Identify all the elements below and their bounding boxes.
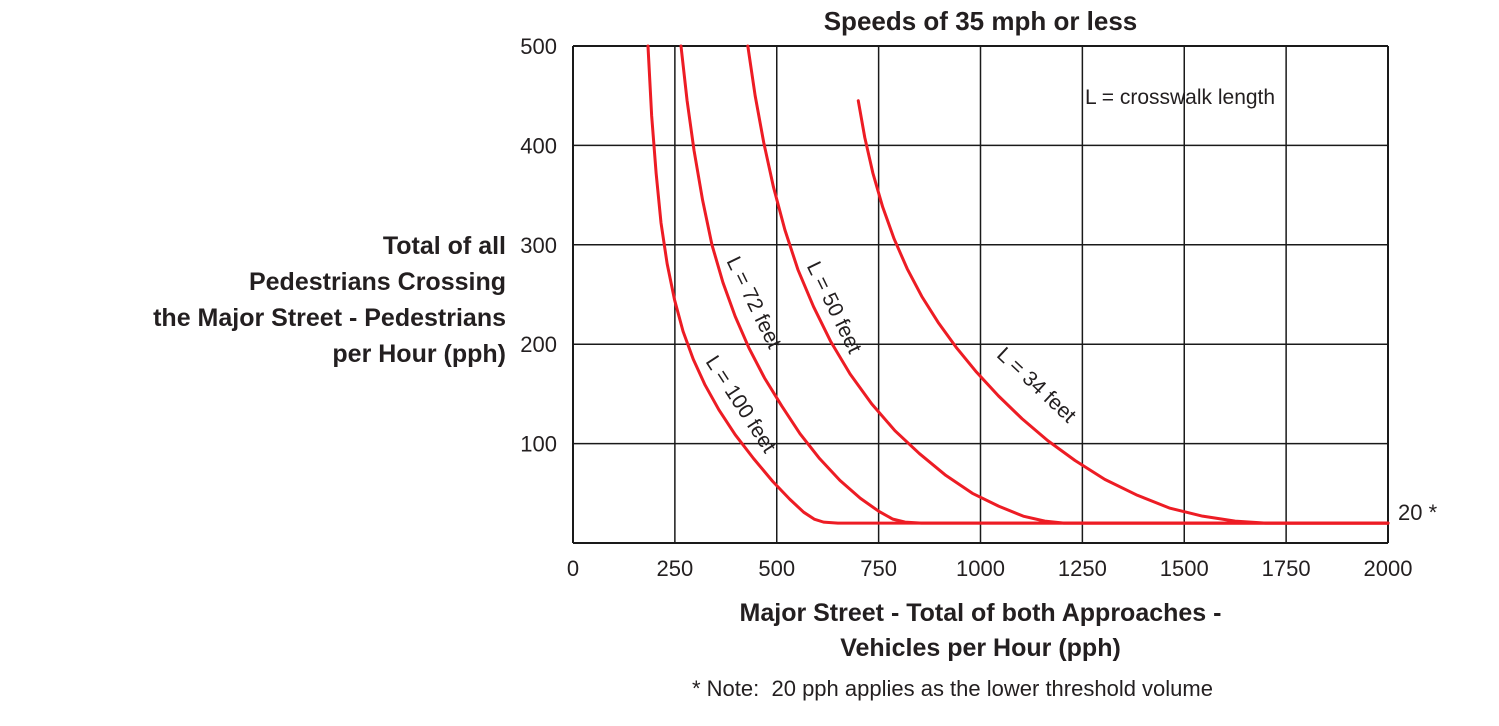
y-tick-label: 300 — [520, 233, 557, 258]
x-tick-label: 0 — [567, 556, 579, 581]
x-tick-label: 1000 — [956, 556, 1005, 581]
x-tick-label: 500 — [758, 556, 795, 581]
y-axis-label: Total of all Pedestrians Crossing the Ma… — [0, 228, 506, 372]
y-axis-label-line: Total of all — [382, 232, 506, 260]
y-tick-label: 500 — [520, 34, 557, 59]
x-tick-label: 1750 — [1262, 556, 1311, 581]
chart-title: Speeds of 35 mph or less — [823, 6, 1138, 36]
x-tick-label: 2000 — [1364, 556, 1413, 581]
x-axis-label-line: Major Street - Total of both Approaches … — [739, 599, 1222, 627]
series-line-l-34-feet — [856, 99, 1390, 525]
y-axis-label-line: the Major Street - Pedestrians — [153, 304, 506, 332]
x-tick-label: 1250 — [1058, 556, 1107, 581]
lower-threshold-label: 20 * — [1398, 500, 1438, 525]
x-tick-label: 750 — [860, 556, 897, 581]
series-label: L = 50 feet — [802, 258, 866, 357]
series-line-l-72-feet — [679, 44, 1390, 525]
x-tick-label: 1500 — [1160, 556, 1209, 581]
x-axis-label-line: Vehicles per Hour (pph) — [840, 634, 1121, 662]
y-tick-label: 200 — [520, 332, 557, 357]
series-line-l-50-feet — [746, 44, 1390, 525]
y-tick-label: 400 — [520, 133, 557, 158]
footnote: * Note: 20 pph applies as the lower thre… — [692, 676, 1213, 701]
y-axis-label-line: Pedestrians Crossing — [248, 268, 506, 296]
series-line-l-100-feet — [646, 44, 1390, 525]
y-tick-label: 100 — [520, 432, 557, 457]
y-axis-label-line: per Hour (pph) — [332, 340, 506, 368]
x-axis-label: Major Street - Total of both Approaches … — [573, 596, 1388, 666]
x-tick-label: 250 — [657, 556, 694, 581]
crosswalk-length-legend: L = crosswalk length — [1085, 86, 1276, 109]
series-label: L = 34 feet — [992, 343, 1080, 427]
